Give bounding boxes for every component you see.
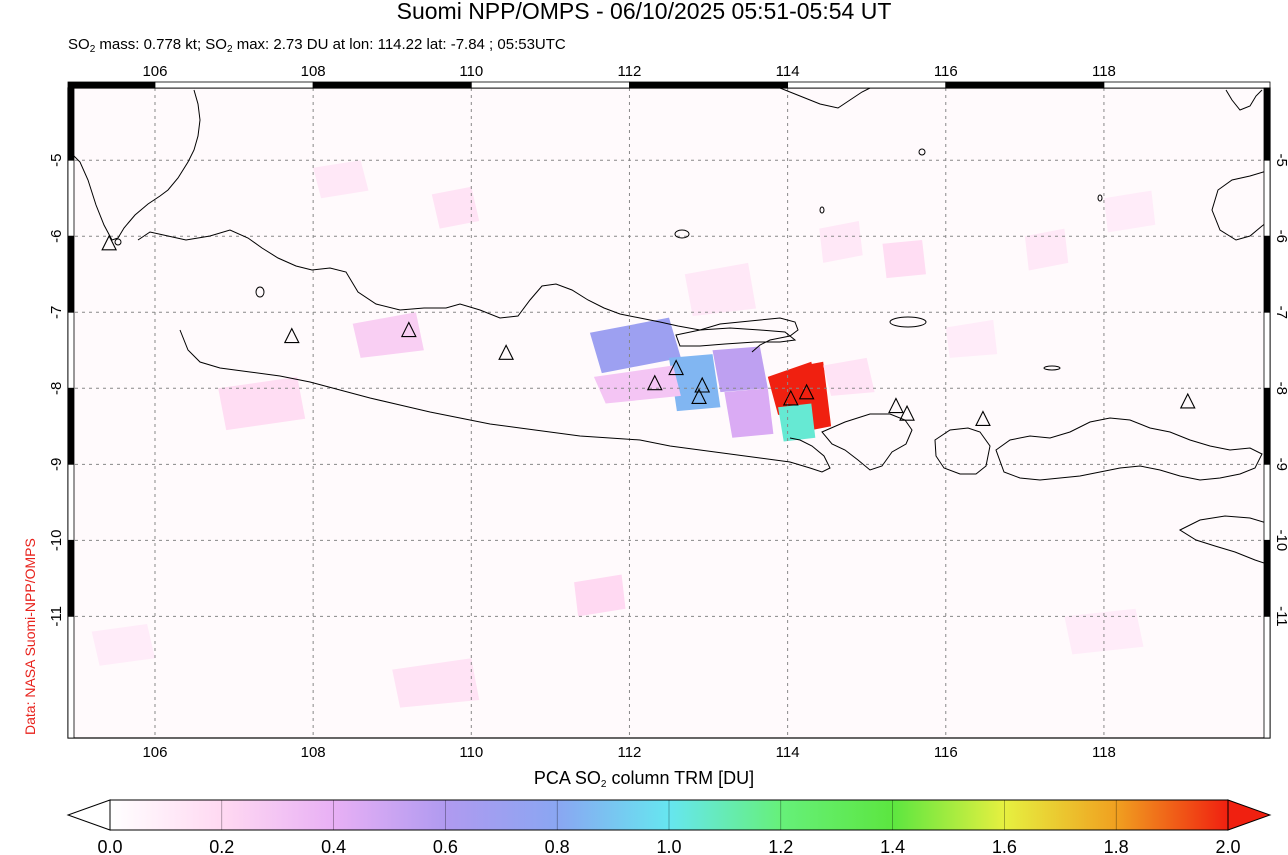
colorbar-tick-label: 0.2 — [209, 837, 234, 855]
colorbar-label: PCA SO2 column TRM [DU] — [0, 768, 1288, 790]
so2-pixel — [713, 347, 768, 393]
colorbar-tick-label: 1.0 — [656, 837, 681, 855]
so2-pixel — [778, 404, 815, 442]
lat-tick-label-right: -9 — [1273, 458, 1288, 471]
colorbar-tick-label: 0.6 — [433, 837, 458, 855]
lon-tick-label-top: 112 — [617, 63, 641, 80]
so2-pixel — [883, 240, 927, 278]
frame-bar-right — [1264, 616, 1270, 738]
frame-bar-top — [155, 82, 313, 88]
colorbar: 0.0 0.2 0.4 0.6 0.8 1.0 1.2 1.4 1.6 1.8 2.0 — [68, 800, 1270, 855]
lon-tick-label-top: 116 — [934, 63, 958, 80]
lat-tick-label-left: -7 — [48, 306, 65, 319]
lon-tick-label-bottom: 112 — [617, 744, 641, 761]
colorbar-tick-label: 1.8 — [1104, 837, 1129, 855]
frame-bar-right — [1264, 236, 1270, 312]
lat-tick-label-right: -7 — [1273, 306, 1288, 319]
frame-bar-left — [68, 88, 74, 160]
frame-bar-right — [1264, 312, 1270, 388]
frame-bar-top — [788, 82, 946, 88]
lon-tick-label-bottom: 106 — [142, 744, 167, 761]
lat-tick-label-right: -6 — [1273, 230, 1288, 243]
lat-tick-label-right: -8 — [1273, 382, 1288, 395]
frame-bar-right — [1264, 160, 1270, 236]
frame-bar-top — [471, 82, 629, 88]
colorbar-tick-label: 0.8 — [545, 837, 570, 855]
lon-tick-label-top: 106 — [142, 63, 167, 80]
lat-tick-label-left: -11 — [48, 606, 65, 627]
frame-bar-right — [1264, 88, 1270, 160]
frame-bar-left — [68, 616, 74, 738]
so2-pixel — [724, 388, 773, 437]
lat-tick-label-left: -9 — [48, 458, 65, 471]
colorbar-label-suffix: column TRM [DU] — [606, 768, 754, 788]
frame-bar-left — [68, 464, 74, 540]
colorbar-tick-label: 1.6 — [992, 837, 1017, 855]
lon-tick-label-bottom: 110 — [459, 744, 483, 761]
frame-bar-top — [629, 82, 787, 88]
lat-tick-label-left: -8 — [48, 382, 65, 395]
lon-tick-label-top: 114 — [776, 63, 800, 80]
frame-bar-left — [68, 388, 74, 464]
colorbar-tick-label: 1.4 — [880, 837, 905, 855]
colorbar-tick-label: 0.0 — [97, 837, 122, 855]
so2-pixel — [432, 187, 479, 229]
lat-tick-label-right: -10 — [1273, 529, 1288, 551]
frame-bar-right — [1264, 540, 1270, 616]
frame-bar-top — [1104, 82, 1270, 88]
plot-area — [68, 88, 1270, 738]
lat-tick-label-right: -11 — [1273, 606, 1288, 627]
lon-tick-label-top: 108 — [301, 63, 326, 80]
frame-bar-top — [946, 82, 1104, 88]
colorbar-under-arrow — [68, 800, 110, 830]
frame-bar-left — [68, 312, 74, 388]
lat-tick-label-left: -6 — [48, 230, 65, 243]
frame-bar-right — [1264, 464, 1270, 540]
lon-tick-label-bottom: 114 — [776, 744, 800, 761]
lat-tick-label-right: -5 — [1273, 154, 1288, 167]
lat-tick-label-left: -10 — [48, 529, 65, 551]
frame-bar-top — [68, 82, 155, 88]
frame-bar-left — [68, 540, 74, 616]
lon-tick-label-top: 110 — [459, 63, 483, 80]
frame-bar-left — [68, 236, 74, 312]
lat-tick-label-left: -5 — [48, 154, 65, 167]
colorbar-over-arrow — [1228, 800, 1270, 830]
colorbar-tick-label: 2.0 — [1215, 837, 1240, 855]
lon-tick-label-top: 118 — [1092, 63, 1116, 80]
frame-bar-right — [1264, 388, 1270, 464]
colorbar-label-prefix: PCA SO — [534, 768, 601, 788]
lon-tick-label-bottom: 108 — [301, 744, 326, 761]
frame-bar-top — [313, 82, 471, 88]
colorbar-tick-label: 0.4 — [321, 837, 346, 855]
frame-bar-left — [68, 160, 74, 236]
lon-tick-label-bottom: 118 — [1092, 744, 1116, 761]
lon-tick-label-bottom: 116 — [934, 744, 958, 761]
colorbar-tick-label: 1.2 — [768, 837, 793, 855]
